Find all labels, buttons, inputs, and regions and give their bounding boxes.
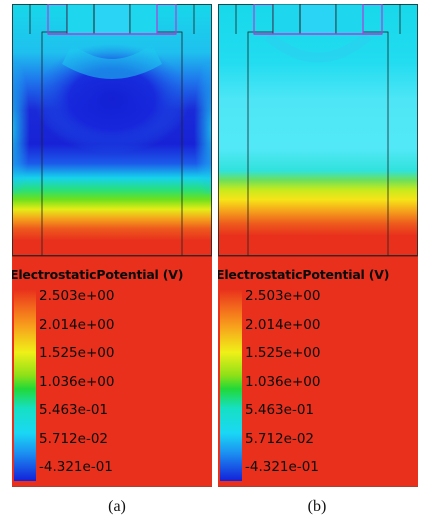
colorbar-tick-b-1: 2.014e+00 bbox=[245, 317, 321, 333]
colorbar-title-a: ElectrostaticPotential (V) bbox=[12, 267, 184, 282]
colorbar-tick-a-1: 2.014e+00 bbox=[39, 317, 115, 333]
colorbar-tick-b-3: 1.036e+00 bbox=[245, 374, 321, 390]
colorbar-tick-a-4: 5.463e-01 bbox=[39, 402, 109, 418]
colorbar-gradient-a bbox=[14, 289, 36, 481]
caption-b: (b) bbox=[307, 498, 327, 515]
caption-a: (a) bbox=[108, 498, 126, 515]
colorbar-tick-b-0: 2.503e+00 bbox=[245, 288, 321, 304]
colorbar-tick-a-3: 1.036e+00 bbox=[39, 374, 115, 390]
panel-b: ElectrostaticPotential (V) 2.503e+00 2.0… bbox=[218, 4, 418, 487]
panel-a: ElectrostaticPotential (V) 2.503e+00 2.0… bbox=[12, 4, 212, 487]
top-contacts-a bbox=[47, 4, 177, 35]
channel-highlight-b bbox=[264, 32, 372, 63]
colorbar-gradient-b bbox=[220, 289, 242, 481]
colorbar-tick-b-4: 5.463e-01 bbox=[245, 402, 315, 418]
colorbar-tick-a-2: 1.525e+00 bbox=[39, 345, 115, 361]
potential-map-b bbox=[218, 4, 418, 487]
top-contacts-b bbox=[253, 4, 383, 35]
channel-highlight-a bbox=[62, 44, 162, 79]
colorbar-tick-a-6: -4.321e-01 bbox=[39, 459, 113, 475]
colorbar-tick-b-6: -4.321e-01 bbox=[245, 459, 319, 475]
edge-shade-right-a bbox=[182, 64, 212, 194]
field-fill-b bbox=[218, 4, 418, 487]
colorbar-tick-a-5: 5.712e-02 bbox=[39, 431, 109, 447]
colorbar-tick-b-2: 1.525e+00 bbox=[245, 345, 321, 361]
colorbar-tick-b-5: 5.712e-02 bbox=[245, 431, 315, 447]
colorbar-title-b: ElectrostaticPotential (V) bbox=[218, 267, 390, 282]
potential-map-a bbox=[12, 4, 212, 487]
colorbar-tick-a-0: 2.503e+00 bbox=[39, 288, 115, 304]
potential-well-a bbox=[34, 44, 190, 154]
edge-shade-left-a bbox=[12, 64, 42, 194]
